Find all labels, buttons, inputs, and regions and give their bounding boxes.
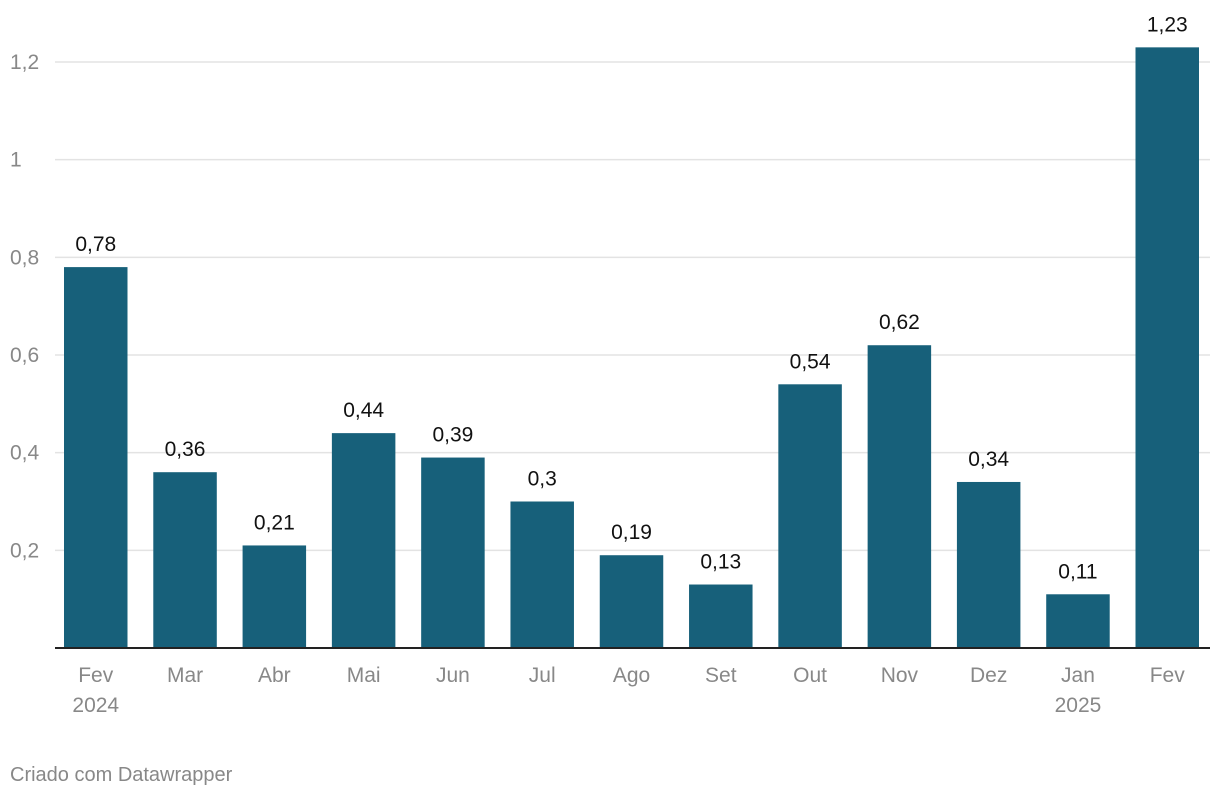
bar [867, 345, 932, 648]
bar [64, 267, 128, 648]
bar-value-label: 0,3 [528, 468, 557, 491]
y-tick-label: 1 [10, 149, 22, 172]
x-tick-label: Dez [970, 664, 1007, 687]
x-tick-label: Jan [1061, 664, 1095, 687]
x-tick-label: Ago [613, 664, 650, 687]
bar-value-label: 0,36 [165, 438, 206, 461]
y-tick-label: 0,6 [10, 344, 39, 367]
chart-credit: Criado com Datawrapper [10, 764, 233, 786]
bar [778, 384, 842, 648]
x-tick-label: Nov [881, 664, 919, 687]
bar [421, 457, 485, 648]
y-tick-label: 1,2 [10, 51, 39, 74]
bar-value-label: 0,44 [343, 399, 384, 422]
bar-value-label: 0,19 [611, 521, 652, 544]
bar [599, 555, 664, 648]
x-tick-label: 2025 [1055, 694, 1102, 717]
bar [510, 501, 574, 648]
x-tick-label: 2024 [72, 694, 119, 717]
x-tick-label: Fev [1150, 664, 1186, 687]
bar [1046, 594, 1110, 648]
bar-value-label: 0,11 [1058, 560, 1097, 583]
bar [242, 545, 307, 648]
bar [689, 584, 753, 648]
x-tick-label: Out [793, 664, 827, 687]
bar-value-label: 0,78 [75, 233, 116, 256]
x-tick-label: Jun [436, 664, 470, 687]
x-tick-label: Abr [258, 664, 291, 687]
bar-value-label: 0,13 [700, 551, 741, 574]
x-tick-label: Jul [529, 664, 556, 687]
bar [153, 472, 217, 648]
bar-value-label: 0,62 [879, 311, 920, 334]
bar-value-label: 0,21 [254, 511, 295, 534]
bar-value-label: 0,34 [968, 448, 1009, 471]
chart-svg: 0,2 0,4 0,6 0,8 1 1,2 0,78 Fev 2024 0,36 Mar 0,21 Ab… [10, 13, 1210, 717]
bar [331, 433, 396, 648]
y-tick-label: 0,4 [10, 442, 40, 465]
bar-value-label: 0,54 [790, 350, 831, 373]
bar-value-label: 0,39 [432, 424, 473, 447]
bar [956, 481, 1021, 648]
y-tick-label: 0,8 [10, 246, 39, 269]
bar [1135, 47, 1199, 649]
y-tick-label: 0,2 [10, 539, 39, 562]
x-tick-label: Fev [78, 664, 114, 687]
bar-value-label: 1,23 [1147, 13, 1188, 36]
x-tick-label: Set [705, 664, 737, 687]
x-tick-label: Mar [167, 664, 203, 687]
x-tick-label: Mai [347, 664, 381, 687]
